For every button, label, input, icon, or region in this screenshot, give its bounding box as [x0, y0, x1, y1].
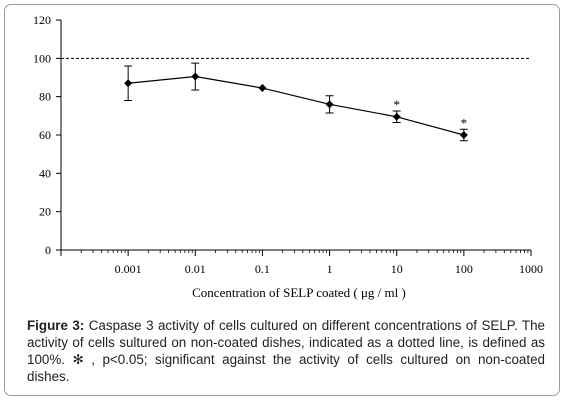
- y-tick-label: 40: [39, 166, 51, 180]
- y-tick-label: 80: [39, 90, 51, 104]
- series-line: [128, 75, 465, 136]
- y-tick-label: 20: [39, 205, 51, 219]
- data-point: [392, 112, 401, 121]
- x-tick-label: 10: [391, 262, 403, 276]
- x-tick-label: 1000: [519, 262, 543, 276]
- x-axis-title: Concentration of SELP coated ( μg / ml ): [192, 285, 406, 300]
- y-tick-label: 120: [33, 13, 51, 27]
- x-tick-label: 1: [327, 262, 333, 276]
- data-point: [325, 100, 334, 109]
- y-tick-label: 100: [33, 51, 51, 65]
- data-point: [191, 72, 200, 81]
- caption-text: Caspase 3 activity of cells cultured on …: [27, 318, 546, 384]
- data-point: [258, 84, 267, 93]
- x-tick-label: 0.001: [115, 262, 142, 276]
- x-tick-label: 0.01: [185, 262, 206, 276]
- data-point: [124, 79, 133, 88]
- data-point: [459, 131, 468, 139]
- significance-marker: *: [393, 97, 400, 112]
- y-tick-label: 0: [45, 243, 51, 257]
- y-tick-label: 60: [39, 128, 51, 142]
- x-tick-label: 100: [455, 262, 473, 276]
- significance-marker: *: [461, 115, 468, 130]
- caption-label: Figure 3:: [27, 318, 85, 333]
- figure-caption: Figure 3: Caspase 3 activity of cells cu…: [27, 317, 545, 385]
- caspase-chart: 0 20 40 60 80 100 120 0.001 0.01 0.1 1 10 100 1000 Con…: [33, 13, 543, 300]
- figure-frame: 0 20 40 60 80 100 120 0.001 0.01 0.1 1 10 100 1000 Con…: [4, 4, 560, 396]
- x-tick-label: 0.1: [255, 262, 270, 276]
